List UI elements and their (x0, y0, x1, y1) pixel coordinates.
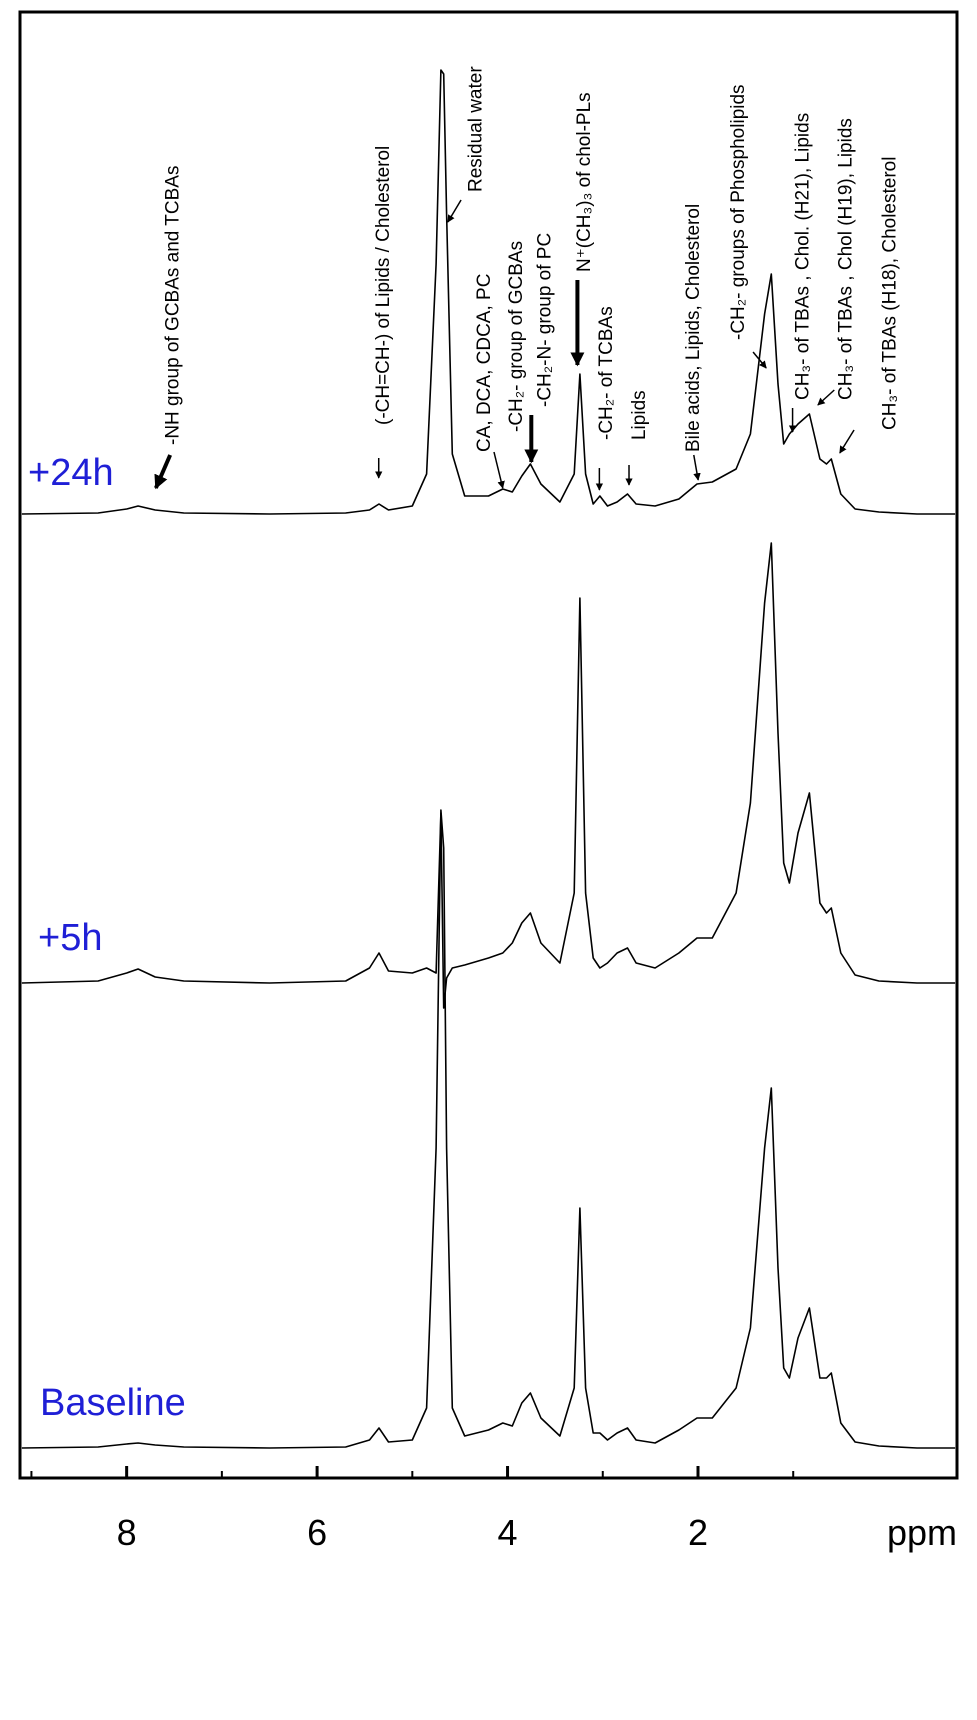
annotation: -CH₂- group of GCBAs (506, 241, 527, 432)
spectrum-line (21, 542, 956, 1009)
annotation-arrow (693, 454, 701, 481)
annotation: N⁺(CH₃)₃ of chol-PLs (574, 92, 595, 272)
annotation: (-CH=CH-) of Lipids / Cholesterol (373, 146, 394, 425)
x-tick-label: 8 (117, 1512, 137, 1553)
annotation-arrow (817, 389, 835, 406)
annotation: -CH₂- groups of Phospholipids (728, 84, 749, 340)
plot-frame (18, 10, 959, 1480)
x-axis-label: ppm (887, 1512, 957, 1553)
annotation: CA, DCA, CDCA, PC (474, 274, 495, 452)
spectrum-line (21, 69, 956, 515)
spectrum-line (21, 809, 956, 1449)
x-tick-label: 4 (498, 1512, 518, 1553)
x-tick-label: 6 (307, 1512, 327, 1553)
annotation: Residual water (465, 66, 486, 192)
series-label: +24h (28, 452, 114, 494)
annotation: CH₃- of TBAs (H18), Cholesterol (879, 157, 900, 430)
annotation: -CH₂- of TCBAs (596, 306, 617, 440)
annotation-arrow (447, 199, 462, 223)
annotation-arrow (839, 429, 855, 454)
annotation: -CH₂-N- group of PC (535, 233, 556, 407)
annotation: Lipids (629, 390, 650, 440)
annotation: Bile acids, Lipids, Cholesterol (683, 204, 704, 452)
series-label: Baseline (40, 1382, 186, 1424)
annotation-arrow (493, 451, 505, 489)
annotation: CH₃- of TBAs , Chol (H19), Lipids (835, 118, 856, 400)
series-label: +5h (38, 917, 102, 959)
annotation-arrow (154, 454, 172, 490)
annotation: CH₃- of TBAs , Chol. (H21), Lipids (793, 113, 814, 400)
x-tick-label: 2 (688, 1512, 708, 1553)
annotation: -NH group of GCBAs and TCBAs (162, 166, 183, 445)
annotation-arrow (752, 351, 767, 369)
